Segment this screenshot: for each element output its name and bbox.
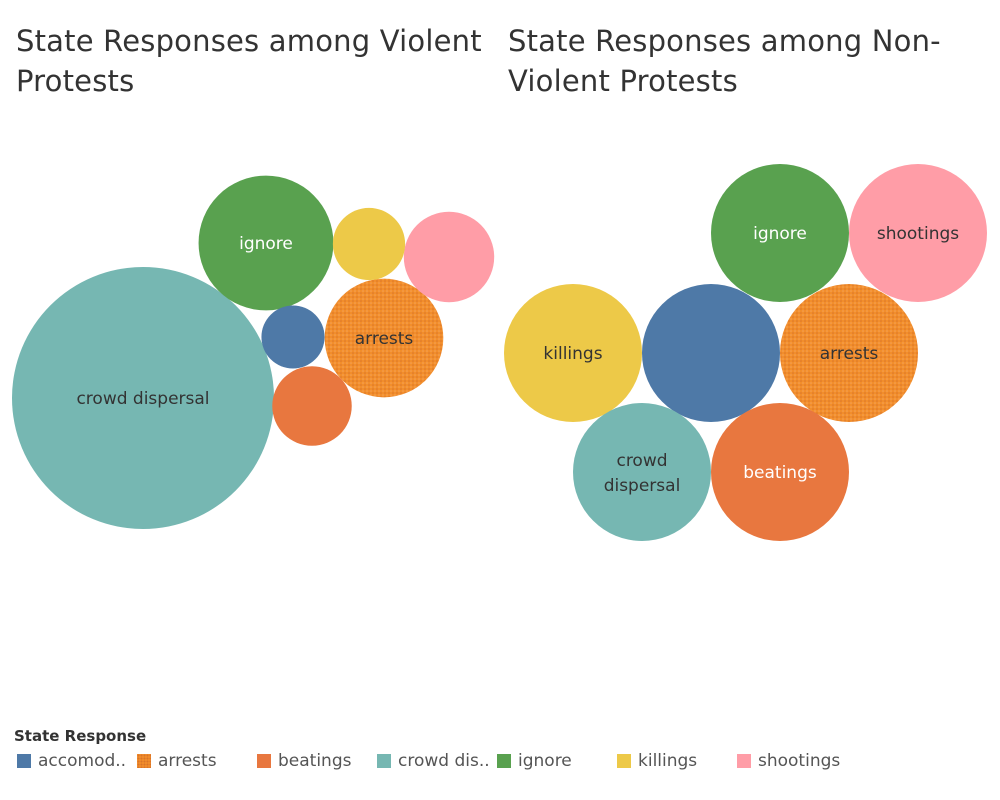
bubble-shootings[interactable] xyxy=(403,211,495,303)
legend-item-shootings[interactable]: shootings xyxy=(737,748,840,774)
legend-swatch xyxy=(17,754,31,768)
nonviolent-protests-bubble-chart: ignore shootings killings arrests crowd dispe… xyxy=(504,164,987,541)
bubble-killings[interactable] xyxy=(332,207,406,281)
bubble-killings[interactable] xyxy=(504,284,642,422)
bubble-label-arrests: arrests xyxy=(355,329,414,349)
bubble-arrests[interactable] xyxy=(780,284,918,422)
legend-item-killings[interactable]: killings xyxy=(617,748,697,774)
bubble-label-shootings: shootings xyxy=(877,224,959,244)
legend-swatch xyxy=(617,754,631,768)
bubble-label-beatings: beatings xyxy=(743,463,817,483)
bubble-beatings[interactable] xyxy=(272,366,352,446)
violent-protests-bubble-chart: crowd dispersal ignore arrests xyxy=(12,175,495,529)
bubble-shootings[interactable] xyxy=(849,164,987,302)
bubble-label-arrests: arrests xyxy=(820,344,879,364)
legend-label: shootings xyxy=(758,751,841,771)
bubble-arrests[interactable] xyxy=(324,278,444,398)
bubble-beatings[interactable] xyxy=(711,403,849,541)
legend-swatch xyxy=(377,754,391,768)
legend-label: crowd dis.. xyxy=(398,751,490,771)
bubble-label-ignore: ignore xyxy=(753,224,807,244)
bubble-ignore[interactable] xyxy=(711,164,849,302)
bubble-accomodation[interactable] xyxy=(261,305,325,369)
legend-label: beatings xyxy=(278,751,352,771)
legend-swatch xyxy=(497,754,511,768)
bubble-label-ignore: ignore xyxy=(239,234,293,254)
legend-item-beatings[interactable]: beatings xyxy=(257,748,351,774)
legend-label: ignore xyxy=(518,751,572,771)
legend-title: State Response xyxy=(14,727,147,745)
legend-item-ignore[interactable]: ignore xyxy=(497,748,572,774)
bubble-label-crowd-dispersal: crowd dispersal xyxy=(604,451,681,496)
bubble-charts: crowd dispersal ignore arrests ignore shoot… xyxy=(12,164,987,541)
legend-item-crowd-dispersal[interactable]: crowd dis.. xyxy=(377,748,490,774)
chart-title-nonviolent: State Responses among Non-Violent Protes… xyxy=(508,24,941,98)
legend-item-accomodation[interactable]: accomod.. xyxy=(17,748,126,774)
legend-label: arrests xyxy=(158,751,217,771)
bubble-accomodation[interactable] xyxy=(642,284,780,422)
legend-item-arrests[interactable]: arrests xyxy=(137,748,217,774)
legend-label: killings xyxy=(638,751,698,771)
bubble-crowd-dispersal[interactable] xyxy=(573,403,711,541)
legend-label: accomod.. xyxy=(38,751,127,771)
bubble-label-killings: killings xyxy=(543,344,602,364)
legend: accomod.. arrests beatings crowd dis.. ignor… xyxy=(0,748,1000,776)
bubble-label-crowd-dispersal: crowd dispersal xyxy=(76,389,209,409)
chart-title-violent: State Responses among Violent Protests xyxy=(16,24,482,98)
legend-swatch xyxy=(137,754,151,768)
bubble-ignore[interactable] xyxy=(198,175,334,311)
legend-swatch xyxy=(737,754,751,768)
bubble-crowd-dispersal[interactable] xyxy=(12,267,274,529)
legend-swatch xyxy=(257,754,271,768)
